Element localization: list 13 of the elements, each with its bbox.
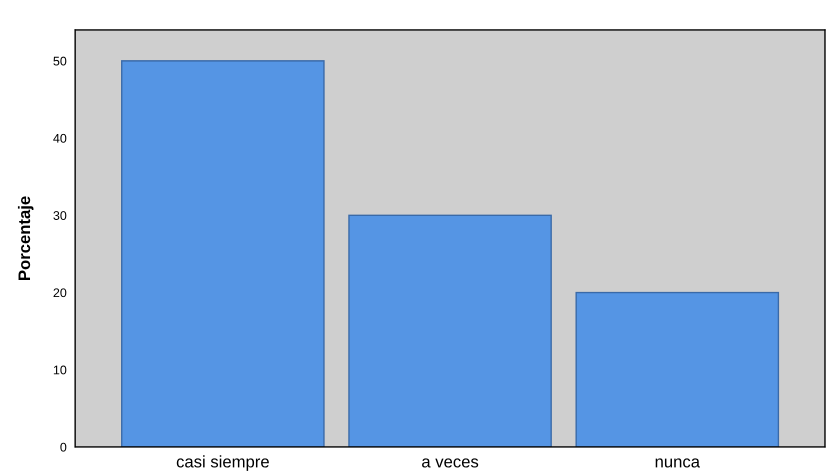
y-tick-label: 0 (60, 442, 66, 452)
x-tick-label: a veces (422, 458, 478, 468)
bar (121, 60, 325, 447)
bar (575, 292, 780, 447)
y-tick-label: 20 (54, 288, 66, 298)
y-tick-label: 10 (54, 366, 66, 374)
bar (348, 214, 552, 447)
y-tick-label: 40 (53, 134, 66, 143)
x-tick-label: nunca (656, 458, 700, 468)
y-tick-label: 50 (53, 56, 66, 66)
x-tick-label: casi siempre (176, 455, 269, 471)
y-tick-label: 30 (53, 211, 66, 220)
y-axis-title: Porcentaje (18, 196, 34, 280)
